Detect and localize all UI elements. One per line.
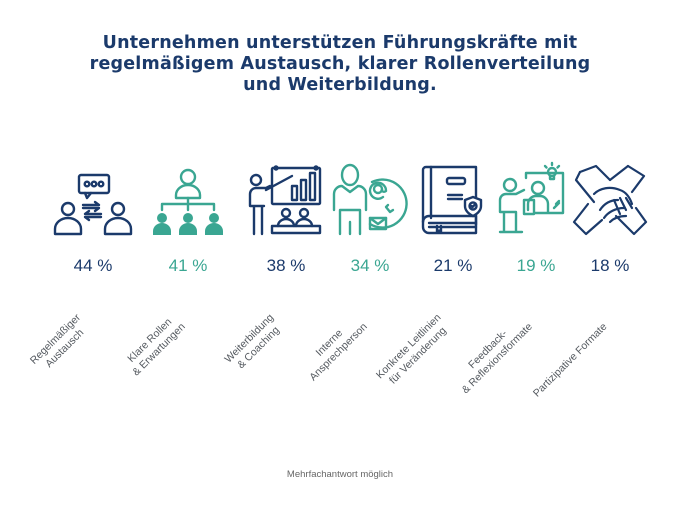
title-line: Unternehmen unterstützen Führungskräfte … — [102, 33, 578, 53]
title-line: und Weiterbildung. — [243, 75, 437, 95]
feedback-board-icon — [496, 160, 576, 240]
stat-item: 41 % Klare Rollen & Erwartungen — [125, 160, 228, 400]
hierarchy-icon — [148, 160, 228, 240]
value-label: 18 % — [590, 256, 630, 275]
guidebook-icon — [413, 160, 493, 240]
stat-item: 19 % Feedback- & Reflexionsformate — [460, 160, 576, 400]
stat-item: 34 % Interne Ansprechperson — [307, 160, 410, 400]
value-label: 44 % — [73, 256, 113, 275]
dialogue-icon — [53, 160, 133, 240]
value-label: 21 % — [433, 256, 473, 275]
presentation-icon — [246, 160, 326, 240]
contact-person-icon — [330, 160, 410, 240]
stat-item: 38 % Weiterbildung & Coaching — [222, 160, 326, 400]
value-label: 19 % — [516, 256, 556, 275]
stat-item: 18 % Partizipative Formate — [531, 160, 650, 400]
footnote: Mehrfachantwort möglich — [286, 469, 394, 480]
title-line: regelmäßigem Austausch, klarer Rollenver… — [89, 54, 591, 74]
stat-item: 21 % Konkrete Leitlinien für Veränderung — [374, 160, 493, 400]
value-label: 38 % — [266, 256, 306, 275]
stat-item: 44 % Regelmäßiger Austausch — [28, 160, 133, 400]
page-title: Unternehmen unterstützen Führungskräfte … — [40, 33, 640, 96]
value-label: 41 % — [168, 256, 208, 275]
joined-hands-icon — [570, 160, 650, 240]
value-label: 34 % — [350, 256, 390, 275]
